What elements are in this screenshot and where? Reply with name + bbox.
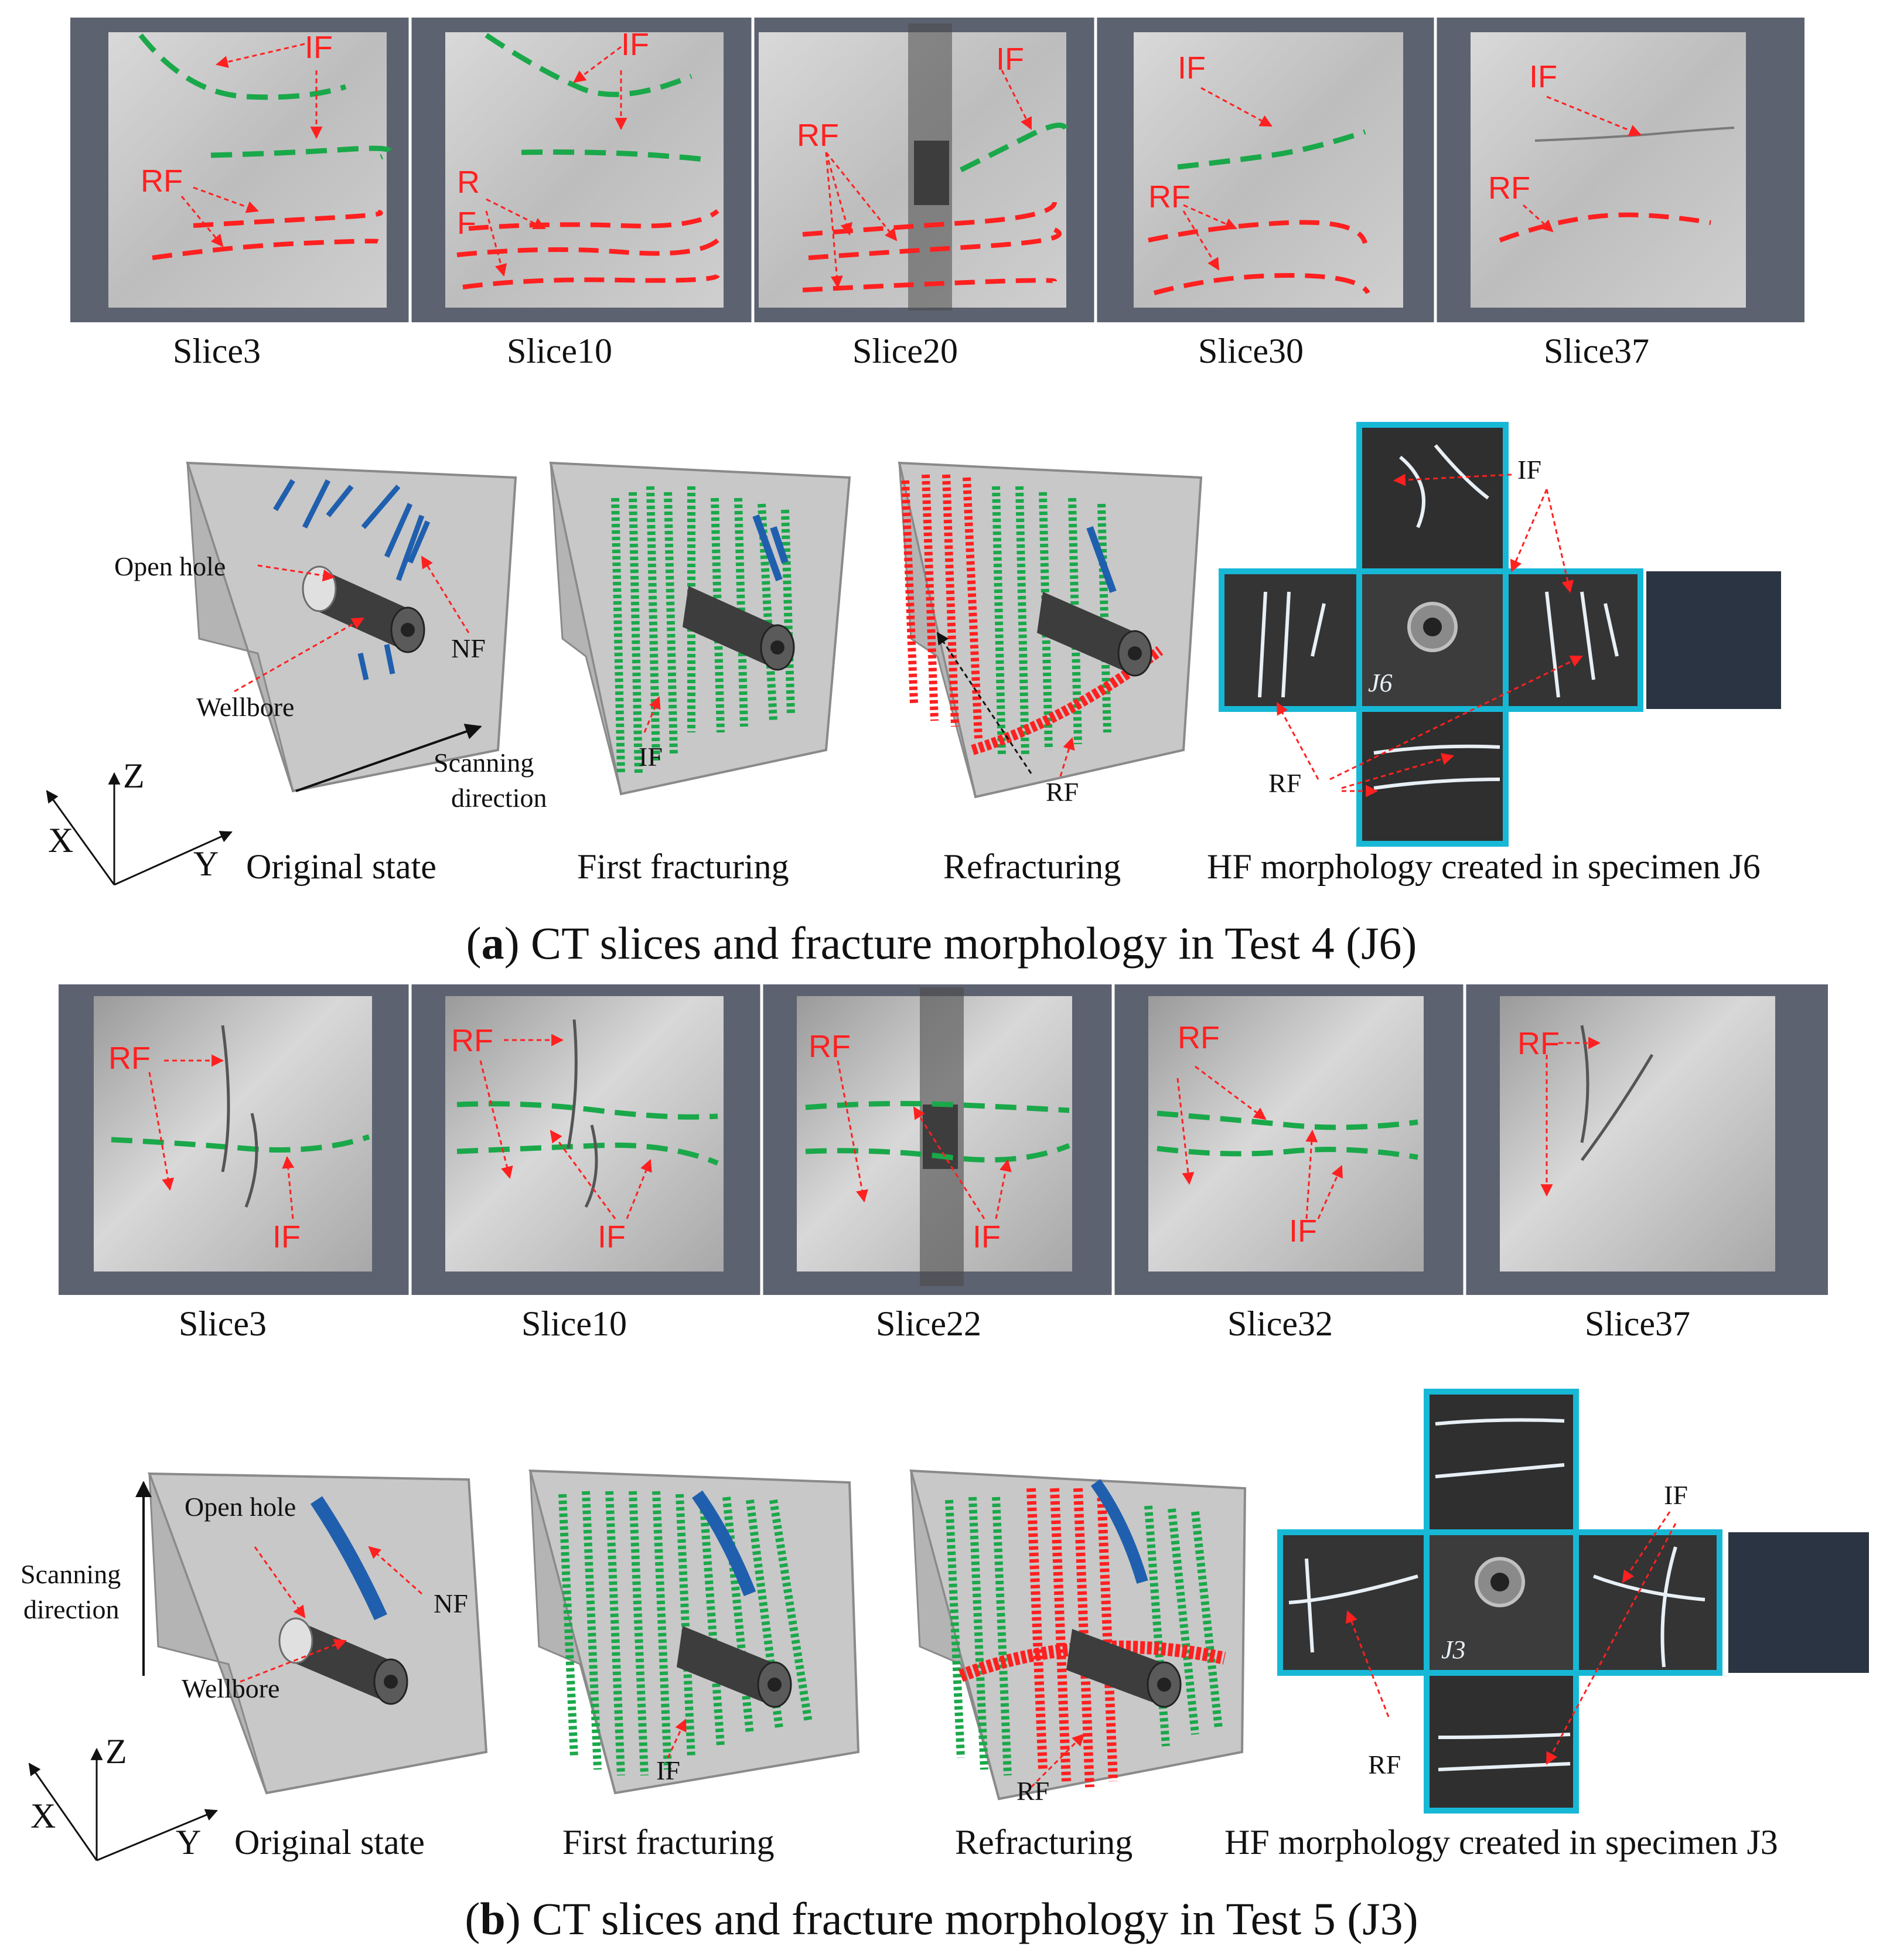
- wellbore-label-a: Wellbore: [196, 692, 295, 722]
- axis-triad-icon-b: [28, 1747, 218, 1862]
- model-a-original-label: Original state: [246, 847, 436, 886]
- slice-a-2-image: [445, 32, 724, 308]
- model-a-first-label: First fracturing: [577, 847, 789, 886]
- axis-y-label-a: Y: [193, 844, 219, 883]
- slice-a-1-label: Slice3: [173, 332, 261, 370]
- slice-a-5-label: Slice37: [1544, 332, 1649, 370]
- panel-a-slice-strip: [70, 18, 1804, 322]
- rf-label-a-refrac: RF: [1046, 777, 1079, 807]
- panel-b-model-first: [528, 1469, 860, 1795]
- panel-b-model-refrac: [909, 1469, 1247, 1801]
- panel-a-model-refrac: [898, 461, 1203, 799]
- slice-a-3-rf-label: RF: [797, 118, 839, 153]
- panel-a-specimen-photo: [1219, 422, 1781, 847]
- slice-a-4-if-label: IF: [1178, 50, 1206, 86]
- caption-a: (a) CT slices and fracture morphology in…: [466, 918, 1417, 969]
- direction-label-a: direction: [451, 783, 547, 813]
- specimen-b-rf-label: RF: [1368, 1750, 1401, 1780]
- slice-b-3-label: Slice22: [876, 1304, 981, 1343]
- model-b-original-label: Original state: [234, 1823, 425, 1862]
- axis-z-label-b: Z: [105, 1732, 127, 1771]
- slice-b-1-image: [94, 996, 372, 1272]
- wellbore-label-b: Wellbore: [182, 1673, 280, 1703]
- slice-b-2-rf-label: RF: [451, 1023, 493, 1058]
- axis-y-label-b: Y: [176, 1823, 202, 1862]
- slice-a-1-rf-label: RF: [141, 163, 183, 199]
- wellbore-icon: [683, 586, 795, 671]
- slice-b-5-label: Slice37: [1585, 1304, 1690, 1343]
- slice-b-2-label: Slice10: [521, 1304, 627, 1343]
- slice-b-3-image: [797, 987, 1072, 1286]
- axis-x-label-b: X: [30, 1797, 56, 1835]
- specimen-b-if-label: IF: [1664, 1480, 1688, 1510]
- slice-a-2-if-label: IF: [621, 27, 649, 62]
- panel-b-specimen-photo: [1277, 1389, 1869, 1814]
- slice-a-3-if-label: IF: [996, 42, 1024, 77]
- axis-x-label-a: X: [48, 821, 74, 860]
- specimen-b-marking: J3: [1441, 1635, 1466, 1664]
- slice-b-5-image: [1500, 996, 1775, 1272]
- slice-b-4-label: Slice32: [1227, 1304, 1333, 1343]
- slice-a-1-image: [108, 32, 393, 308]
- nf-label-b: NF: [434, 1589, 468, 1618]
- rf-label-b-refrac: RF: [1016, 1776, 1050, 1806]
- wellbore-icon: [1066, 1629, 1182, 1708]
- slice-b-1-rf-label: RF: [108, 1041, 151, 1076]
- model-b-refrac-label: Refracturing: [955, 1823, 1133, 1862]
- open-hole-label-a: Open hole: [114, 551, 226, 581]
- panel-a-model-original: [186, 461, 517, 793]
- caption-a-text: CT slices and fracture morphology in Tes…: [531, 918, 1417, 969]
- if-label-b-first: IF: [656, 1756, 680, 1785]
- slice-b-4-if-label: IF: [1289, 1214, 1317, 1249]
- specimen-a-rf-label: RF: [1268, 768, 1302, 798]
- slice-a-5-image: [1471, 32, 1746, 308]
- open-hole-label-b: Open hole: [185, 1492, 296, 1522]
- slice-b-2-image: [445, 996, 724, 1272]
- slice-a-3-image: [759, 23, 1069, 311]
- nf-label-a: NF: [451, 633, 486, 663]
- slice-a-4-rf-label: RF: [1148, 179, 1190, 214]
- slice-a-3-label: Slice20: [852, 332, 958, 370]
- slice-a-2-r-label: R: [457, 165, 480, 200]
- axis-triad-icon-a: [46, 772, 233, 886]
- specimen-a-marking: J6: [1368, 669, 1393, 697]
- slice-b-3-if-label: IF: [973, 1219, 1001, 1255]
- slice-b-3-rf-label: RF: [809, 1029, 851, 1064]
- panel-b-slice-strip: [59, 984, 1828, 1295]
- slice-a-1-if-label: IF: [305, 30, 333, 65]
- specimen-b-label: HF morphology created in specimen J3: [1224, 1823, 1778, 1862]
- scanning-label-b: Scanning: [21, 1559, 121, 1589]
- slice-b-1-if-label: IF: [272, 1219, 301, 1255]
- wellbore-icon: [677, 1626, 792, 1708]
- slice-b-2-if-label: IF: [598, 1219, 626, 1255]
- panel-b-model-original: [135, 1472, 488, 1795]
- caption-b: (b) CT slices and fracture morphology in…: [465, 1893, 1418, 1944]
- slice-b-4-image: [1148, 996, 1424, 1272]
- slice-b-4-rf-label: RF: [1178, 1020, 1220, 1055]
- slice-a-5-rf-label: RF: [1488, 171, 1530, 206]
- slice-a-4-label: Slice30: [1198, 332, 1304, 370]
- model-a-refrac-label: Refracturing: [943, 847, 1121, 886]
- specimen-a-label: HF morphology created in specimen J6: [1207, 847, 1761, 886]
- caption-a-letter: a: [481, 918, 504, 969]
- caption-b-text: CT slices and fracture morphology in Tes…: [532, 1893, 1418, 1944]
- wellbore-icon: [1037, 592, 1152, 677]
- slice-a-2-f-label: F: [457, 206, 476, 241]
- slice-a-2-label: Slice10: [507, 332, 612, 370]
- scanning-label-a: Scanning: [434, 748, 534, 778]
- model-b-first-label: First fracturing: [562, 1823, 775, 1862]
- slice-a-4-image: [1134, 32, 1403, 308]
- wellbore-icon: [278, 1617, 408, 1705]
- slice-b-5-rf-label: RF: [1517, 1026, 1560, 1061]
- axis-z-label-a: Z: [123, 756, 145, 795]
- slice-b-1-label: Slice3: [179, 1304, 267, 1343]
- direction-label-b: direction: [23, 1594, 120, 1624]
- specimen-a-if-label: IF: [1517, 455, 1541, 485]
- caption-b-letter: b: [480, 1893, 506, 1944]
- if-label-a-first: IF: [639, 742, 663, 772]
- slice-a-5-if-label: IF: [1529, 59, 1557, 94]
- panel-a-model-first: [549, 461, 851, 796]
